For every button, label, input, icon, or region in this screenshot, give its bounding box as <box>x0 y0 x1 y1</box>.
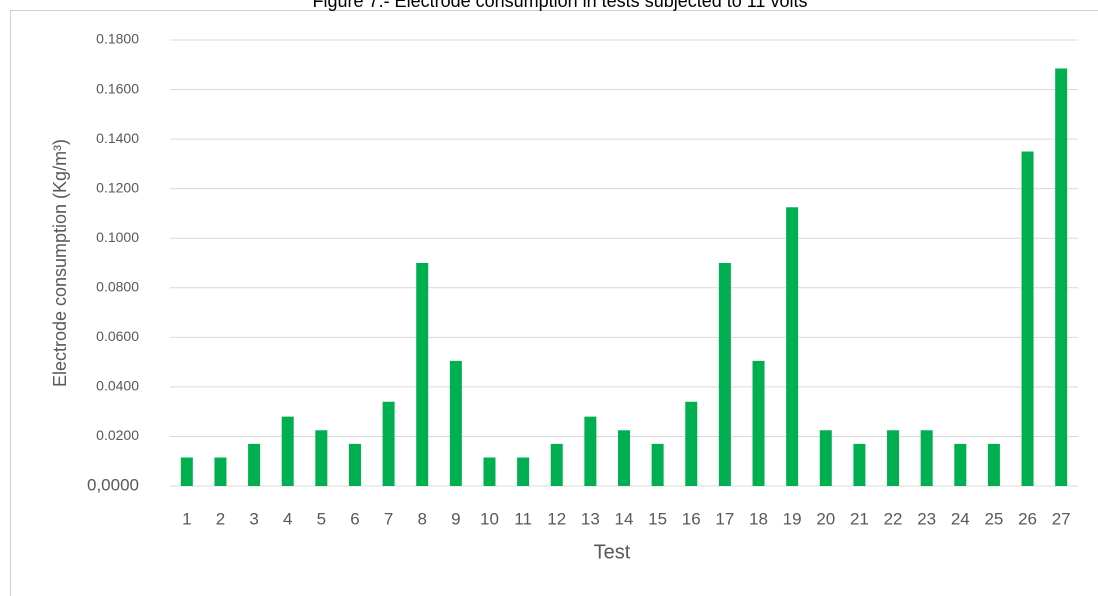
bar <box>180 457 193 486</box>
x-tick-label: 21 <box>850 509 869 528</box>
bar <box>416 263 429 486</box>
y-tick-label: 0.0200 <box>96 427 139 443</box>
x-tick-label: 13 <box>581 509 600 528</box>
bar <box>853 443 866 486</box>
x-tick-label: 19 <box>783 509 802 528</box>
x-tick-label: 10 <box>480 509 499 528</box>
bar <box>550 443 563 486</box>
y-tick-label: 0,0000 <box>87 475 139 494</box>
bar <box>315 430 328 486</box>
x-tick-label: 24 <box>951 509 970 528</box>
y-axis-label: Electrode consumption (Kg/m³) <box>50 139 70 387</box>
bar <box>382 401 395 486</box>
x-tick-label: 8 <box>417 509 426 528</box>
bar <box>954 443 967 486</box>
bar <box>920 430 933 486</box>
bar <box>618 430 630 486</box>
y-tick-label: 0.0600 <box>96 328 139 344</box>
x-tick-label: 20 <box>816 509 835 528</box>
x-tick-label: 6 <box>350 509 359 528</box>
y-tick-label: 0.1800 <box>96 31 139 47</box>
x-tick-label: 18 <box>749 509 768 528</box>
bar <box>348 443 361 486</box>
bar <box>651 443 664 486</box>
bar <box>685 401 698 486</box>
x-tick-label: 1 <box>182 509 191 528</box>
y-tick-label: 0.1000 <box>96 229 139 245</box>
bar <box>752 360 765 486</box>
x-tick-label: 4 <box>283 509 292 528</box>
bar <box>214 457 227 486</box>
x-tick-label: 12 <box>547 509 566 528</box>
x-tick-label: 26 <box>1018 509 1037 528</box>
bar <box>887 430 900 486</box>
bar <box>517 457 530 486</box>
bar <box>1021 151 1034 486</box>
bar <box>987 443 1000 486</box>
chart-title: Figure 7.- Electrode consumption in test… <box>313 0 808 11</box>
bar <box>449 360 462 486</box>
bar <box>281 416 294 486</box>
x-tick-label: 14 <box>615 509 634 528</box>
x-tick-label: 3 <box>249 509 258 528</box>
x-tick-label: 2 <box>216 509 225 528</box>
x-tick-label: 11 <box>514 509 532 528</box>
y-tick-label: 0.0400 <box>96 378 139 394</box>
chart-frame <box>10 10 1098 596</box>
y-tick-label: 0.0800 <box>96 278 139 294</box>
y-tick-label: 0.1600 <box>96 80 139 96</box>
x-tick-label: 5 <box>317 509 326 528</box>
x-tick-label: 27 <box>1052 509 1071 528</box>
y-tick-label: 0.1400 <box>96 130 139 146</box>
bar <box>718 263 731 486</box>
x-tick-label: 22 <box>884 509 903 528</box>
x-tick-label: 23 <box>917 509 936 528</box>
x-tick-label: 16 <box>682 509 701 528</box>
x-tick-label: 7 <box>384 509 393 528</box>
bar <box>584 416 597 486</box>
x-tick-label: 15 <box>648 509 667 528</box>
x-axis-label: Test <box>594 541 631 563</box>
x-tick-label: 17 <box>715 509 734 528</box>
y-tick-label: 0.1200 <box>96 179 139 195</box>
bar <box>248 443 261 486</box>
bar <box>1055 68 1068 486</box>
bar <box>819 430 832 486</box>
bar <box>786 207 799 486</box>
x-tick-label: 25 <box>984 509 1003 528</box>
bar <box>483 457 496 486</box>
x-tick-label: 9 <box>451 509 460 528</box>
